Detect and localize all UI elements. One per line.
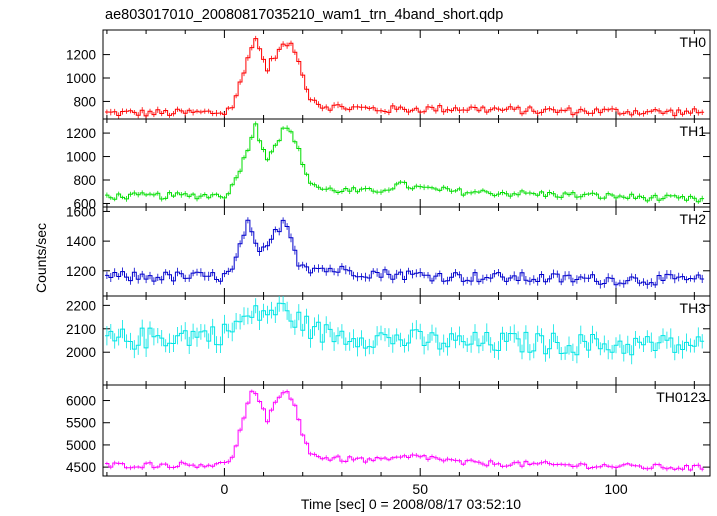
panel-label: TH2 [680, 211, 707, 227]
series-line [105, 38, 705, 117]
panel-label: TH3 [680, 300, 707, 316]
y-tick-label: 5500 [66, 416, 96, 431]
y-tick-label: 1000 [66, 71, 96, 86]
y-tick-label: 1400 [66, 234, 96, 249]
series-line [105, 219, 705, 286]
panel-th1: 600 800 1000 1200 TH1 [66, 118, 711, 211]
panel-label: TH0 [680, 34, 707, 50]
y-tick-label: 1200 [66, 264, 96, 279]
panel-frame [102, 29, 711, 120]
y-tick-label: 1200 [66, 48, 96, 63]
x-tick-label: 100 [604, 481, 628, 497]
series-line [105, 123, 705, 203]
panel-frame [102, 295, 711, 386]
y-axis-label: Counts/sec [33, 223, 49, 293]
y-tick-label: 6000 [66, 394, 96, 409]
x-tick-label: 50 [412, 481, 428, 497]
y-tick-label: 2200 [66, 298, 96, 313]
series-errorbars [106, 296, 703, 365]
y-tick-label: 1600 [66, 204, 96, 219]
panel-th3: 2000 2100 2200 TH3 [66, 295, 711, 386]
panel-th2: 1200 1400 1600 TH2 [66, 204, 711, 297]
panel-label: TH0123 [656, 389, 706, 405]
y-tick-label: 600 [73, 196, 96, 211]
series-errorbars [106, 389, 703, 472]
panel-th0123: 4500 5000 5500 6000 TH0123 [66, 384, 711, 477]
series-errorbars [106, 121, 703, 204]
series-errorbars [106, 35, 703, 119]
chart-title: ae803017010_20080817035210_wam1_trn_4ban… [105, 7, 503, 23]
panel-frame [102, 384, 711, 477]
y-tick-label: 5000 [66, 438, 96, 453]
y-tick-label: 2100 [66, 322, 96, 337]
y-tick-label: 800 [73, 173, 96, 188]
x-tick-label: 0 [221, 481, 229, 497]
x-axis-label: Time [sec] 0 = 2008/08/17 03:52:10 [301, 496, 521, 512]
y-tick-label: 2000 [66, 345, 96, 360]
series-line [105, 302, 705, 356]
y-tick-label: 4500 [66, 460, 96, 475]
panel-label: TH1 [680, 123, 707, 139]
y-tick-label: 1200 [66, 126, 96, 141]
series-line [105, 390, 705, 471]
y-tick-label: 800 [73, 94, 96, 109]
x-axis: 0 50 100 [221, 481, 628, 497]
panel-th0: 800 1000 1200 TH0 [66, 29, 711, 120]
y-tick-label: 1000 [66, 150, 96, 165]
